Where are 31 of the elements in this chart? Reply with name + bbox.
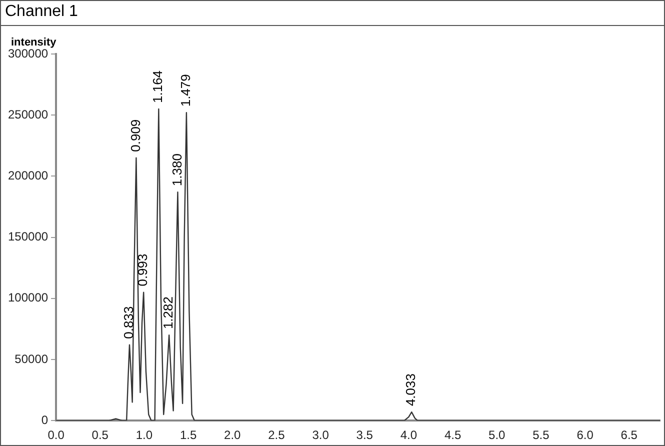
annotation: 0.993 bbox=[135, 254, 150, 286]
annotation: 1.380 bbox=[169, 154, 184, 186]
x-tick-label: 5.5 bbox=[532, 428, 550, 442]
x-tick-label: 2.5 bbox=[268, 428, 286, 442]
x-tick-label: 5.0 bbox=[488, 428, 506, 442]
x-tick-label: 3.0 bbox=[312, 428, 330, 442]
x-tick-label: 6.0 bbox=[576, 428, 594, 442]
x-tick-label: 3.5 bbox=[356, 428, 374, 442]
x-tick-label: 1.0 bbox=[136, 428, 153, 442]
x-tick-label: 0.5 bbox=[92, 428, 109, 442]
annotation: 1.479 bbox=[178, 74, 194, 107]
y-axis-title: intensity bbox=[11, 36, 58, 49]
y-tick-label: 150000 bbox=[8, 230, 48, 244]
y-tick-label: 50000 bbox=[14, 352, 48, 366]
x-tick-label: 4.0 bbox=[400, 428, 418, 442]
annotation: 0.833 bbox=[121, 306, 136, 339]
y-tick-label: 100000 bbox=[8, 290, 48, 305]
annotation: 1.164 bbox=[150, 70, 166, 103]
x-tick-label: 2.0 bbox=[224, 428, 242, 442]
annotation: 1.282 bbox=[160, 296, 176, 330]
chart-title: Channel 1 bbox=[1, 1, 664, 26]
y-tick-label: 200000 bbox=[8, 168, 48, 183]
annotation: 4.033 bbox=[403, 374, 418, 406]
x-tick-label: 4.5 bbox=[444, 428, 462, 442]
y-tick-label: 0 bbox=[41, 412, 48, 427]
x-tick-label: 1.5 bbox=[180, 428, 197, 442]
y-tick-label: 300000 bbox=[8, 46, 48, 60]
annotation: 0.909 bbox=[128, 119, 143, 152]
y-tick-label: 250000 bbox=[8, 107, 48, 122]
x-tick-label: 0.0 bbox=[48, 428, 65, 442]
x-tick-label: 6.5 bbox=[620, 428, 638, 442]
